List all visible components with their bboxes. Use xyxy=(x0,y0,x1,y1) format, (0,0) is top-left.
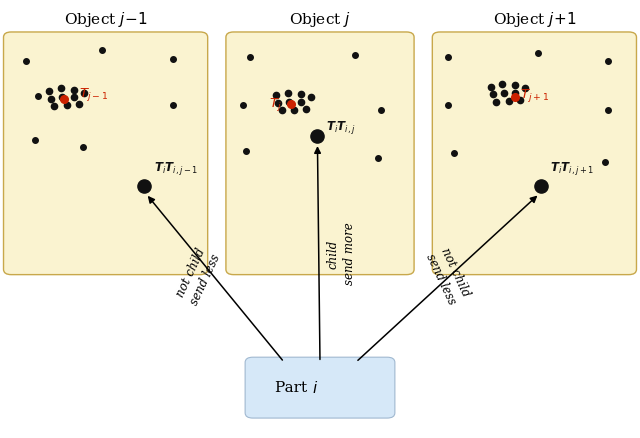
Text: $T_{j+1}$: $T_{j+1}$ xyxy=(520,87,549,104)
Text: $i$: $i$ xyxy=(312,380,319,396)
Text: $T_{j-1}$: $T_{j-1}$ xyxy=(79,86,108,102)
Text: not child
send less: not child send less xyxy=(173,245,223,307)
FancyBboxPatch shape xyxy=(4,32,207,275)
FancyBboxPatch shape xyxy=(226,32,414,275)
Text: $\boldsymbol{T}_i\boldsymbol{T}_{i,j}$: $\boldsymbol{T}_i\boldsymbol{T}_{i,j}$ xyxy=(326,119,356,136)
Text: child
send more: child send more xyxy=(326,223,356,286)
FancyBboxPatch shape xyxy=(433,32,636,275)
Text: $\boldsymbol{T}_i\boldsymbol{T}_{i,j+1}$: $\boldsymbol{T}_i\boldsymbol{T}_{i,j+1}$ xyxy=(550,159,595,177)
Text: Part: Part xyxy=(275,381,312,395)
Text: Object $j$: Object $j$ xyxy=(289,11,351,29)
Text: $\boldsymbol{T}_i\boldsymbol{T}_{i,j-1}$: $\boldsymbol{T}_i\boldsymbol{T}_{i,j-1}$ xyxy=(154,159,198,177)
FancyBboxPatch shape xyxy=(245,357,395,418)
Text: Object $j\!-\!1$: Object $j\!-\!1$ xyxy=(64,11,147,29)
Text: not child
send less: not child send less xyxy=(423,245,473,307)
Text: $T_j$: $T_j$ xyxy=(269,96,282,113)
Text: Object $j\!+\!1$: Object $j\!+\!1$ xyxy=(493,11,576,29)
